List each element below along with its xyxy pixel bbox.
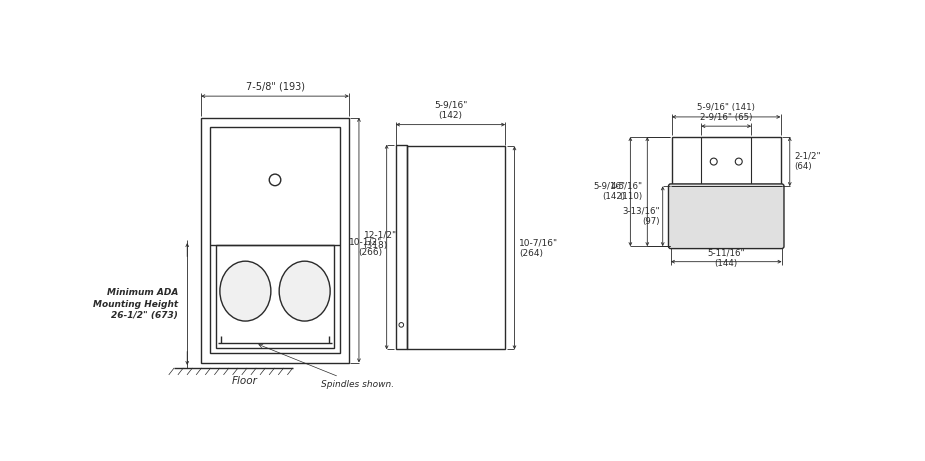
Text: 12-1/2"
(318): 12-1/2" (318): [364, 230, 397, 250]
Text: 5-11/16"
(144): 5-11/16" (144): [708, 248, 745, 268]
Ellipse shape: [279, 261, 330, 321]
Bar: [407, 146, 505, 349]
Text: 5-9/16"
(142): 5-9/16" (142): [594, 182, 625, 201]
Bar: [201, 118, 349, 362]
Text: 4-5/16"
(110): 4-5/16" (110): [610, 182, 643, 201]
Text: 7-5/8" (193): 7-5/8" (193): [245, 82, 304, 92]
Text: 3-13/16"
(97): 3-13/16" (97): [622, 207, 660, 226]
Text: 2-1/2"
(64): 2-1/2" (64): [795, 152, 821, 171]
FancyBboxPatch shape: [669, 184, 784, 248]
Bar: [210, 127, 339, 353]
Text: Minimum ADA
Mounting Height
26-1/2" (673): Minimum ADA Mounting Height 26-1/2" (673…: [92, 289, 178, 319]
Text: 2-9/16" (65): 2-9/16" (65): [700, 112, 752, 122]
Bar: [216, 245, 334, 348]
Text: 10-1/2"
(266): 10-1/2" (266): [349, 237, 382, 257]
Text: 5-9/16" (141): 5-9/16" (141): [697, 103, 755, 112]
Text: Floor: Floor: [232, 376, 258, 386]
Bar: [701, 137, 751, 186]
Text: Spindles shown.: Spindles shown.: [259, 344, 394, 389]
Text: 5-9/16"
(142): 5-9/16" (142): [434, 100, 467, 120]
Text: 10-7/16"
(264): 10-7/16" (264): [519, 238, 558, 258]
Bar: [672, 137, 781, 186]
Ellipse shape: [220, 261, 271, 321]
Bar: [396, 145, 407, 349]
